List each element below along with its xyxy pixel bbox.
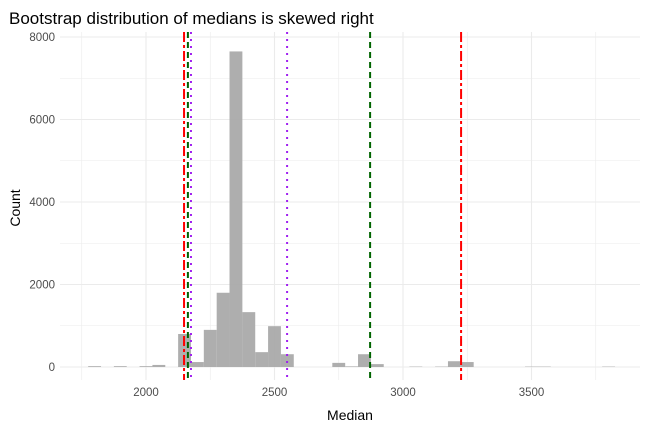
y-tick-label: 0 [49,362,55,374]
gridlines [60,32,640,380]
y-tick-label: 8000 [29,32,55,44]
histogram-bar [230,51,243,367]
x-axis-label: Median [327,407,373,423]
histogram-bar [371,364,384,367]
histogram-bar [448,361,461,367]
chart-title: Bootstrap distribution of medians is ske… [9,9,374,28]
y-tick-label: 2000 [29,280,55,292]
x-tick-label: 2000 [133,387,159,399]
histogram-bar [345,366,358,367]
histogram-bar [242,312,255,367]
x-tick-label: 3500 [519,387,545,399]
histogram-bar [281,354,294,367]
histogram-bar [332,363,345,367]
histogram-bar [217,293,230,367]
histogram-bar [461,362,474,367]
y-tick-label: 4000 [29,197,55,209]
y-tick-label: 6000 [29,115,55,127]
histogram-bar [191,362,204,367]
histogram-bar [268,326,281,367]
histogram-bar [88,366,101,367]
histogram-bar [114,366,127,367]
histogram-bar [255,352,268,367]
histogram-bar [152,365,165,367]
x-tick-label: 2500 [262,387,288,399]
y-axis-label: Count [7,189,23,226]
x-tick-labels: 2000 2500 3000 3500 [133,387,544,399]
histogram-bar [358,354,371,367]
histogram-bar [140,366,153,367]
y-tick-labels: 0 2000 4000 6000 8000 [29,32,55,374]
x-tick-label: 3000 [390,387,416,399]
bars [88,51,615,367]
histogram-bar [204,330,217,367]
